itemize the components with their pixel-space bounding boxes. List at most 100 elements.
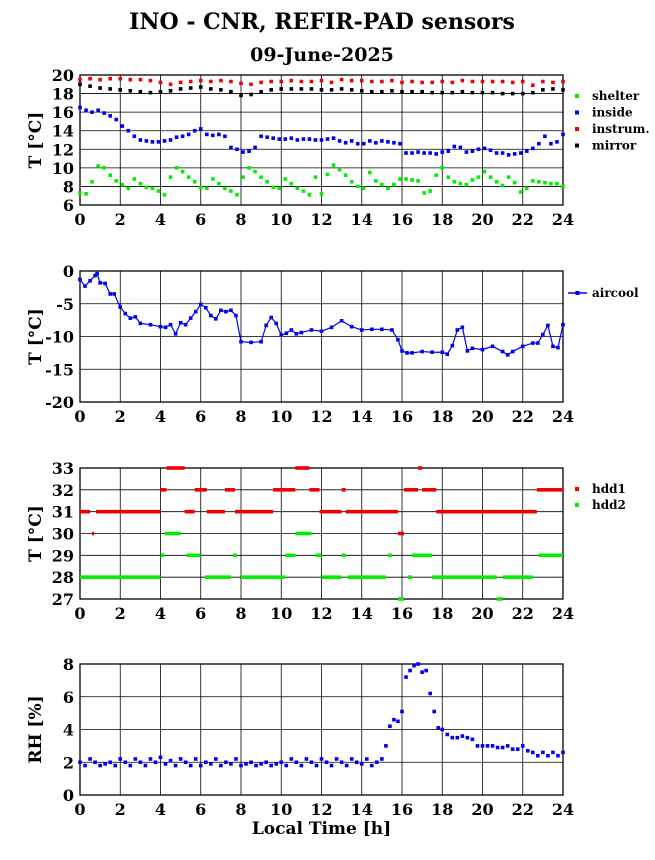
data-point [480,79,485,84]
x-tick-label: 18 [431,407,453,426]
data-point [390,328,394,332]
data-point [138,77,143,82]
data-point [148,78,153,83]
data-point [440,350,445,355]
data-point [349,324,354,329]
data-point [460,325,465,330]
data-point [334,757,339,761]
data-point [223,134,227,139]
data-point [259,175,263,179]
data-point [446,149,451,153]
data-point [465,735,470,740]
data-point [512,152,517,156]
data-point [264,323,268,328]
data-point [396,719,400,724]
x-tick-label: 8 [235,800,246,819]
data-segment [273,488,296,492]
data-point [556,753,560,758]
data-point [284,763,289,768]
data-point [370,79,374,84]
y-tick-label: 14 [52,122,74,141]
data-point [500,79,505,84]
data-point [277,186,282,191]
data-point [98,77,102,82]
x-tick-label: 20 [471,800,493,819]
data-point [541,332,545,337]
data-point [436,726,441,730]
data-point [98,763,102,768]
y-tick-label: 6 [63,196,74,215]
data-point [319,78,324,83]
data-point [561,132,565,137]
data-point [325,172,330,177]
data-point [392,182,396,187]
y-tick-label: 0 [63,262,74,281]
legend-label: mirror [592,139,637,153]
legend-label: hdd2 [592,498,626,512]
data-point [247,149,251,153]
data-point [546,753,550,758]
data-point [229,762,233,766]
data-point [128,77,133,82]
data-point [289,78,294,83]
x-tick-label: 8 [235,407,246,426]
data-point [249,340,253,345]
data-point [500,183,505,188]
chart-title: INO - CNR, REFIR-PAD sensors [129,9,515,35]
legend: hdd1 hdd2 [575,482,626,512]
data-point [541,79,545,84]
data-point [174,166,179,170]
data-point [295,186,300,191]
data-point [440,166,445,170]
data-point [279,333,284,337]
data-segment [224,488,235,492]
data-point [265,135,269,140]
x-tick-label: 24 [552,800,574,819]
data-point [123,760,128,765]
data-point [470,737,475,742]
legend: shelter inside instrum. mirror [575,89,650,153]
data-point [144,185,149,190]
data-point [428,151,432,155]
series-hdd2 [80,531,563,601]
data-point [339,318,344,323]
data-point [370,327,374,332]
data-point [253,169,257,174]
data-segment [164,531,181,536]
data-point [410,79,414,84]
data-point [188,316,193,320]
data-point [186,132,191,137]
data-segment [397,531,405,536]
data-point [96,108,100,113]
data-point [144,139,149,143]
y-tick-label: 8 [63,177,74,196]
data-point [299,87,304,91]
data-point [294,760,299,765]
data-point [108,114,112,118]
x-tick-label: 8 [235,604,246,623]
data-point [198,85,203,89]
data-point [118,757,123,761]
data-point [239,339,243,344]
y-tick-label: 31 [52,503,74,522]
data-point [118,88,123,92]
data-point [475,744,480,748]
data-point [128,763,133,768]
data-point [178,80,183,85]
y-tick-label: 4 [63,721,74,740]
x-tick-label: 0 [74,407,85,426]
data-point [510,747,515,751]
data-point [283,177,288,181]
data-point [301,189,306,193]
data-point [219,88,223,92]
data-point [515,747,520,751]
data-point [247,166,251,170]
x-tick-label: 0 [74,210,85,229]
data-point [78,277,82,282]
data-point [400,80,404,85]
y-tick-label: -20 [45,393,74,412]
x-tick-label: 2 [115,210,126,229]
data-point [148,90,153,95]
data-point [112,292,117,296]
data-point [118,305,123,309]
